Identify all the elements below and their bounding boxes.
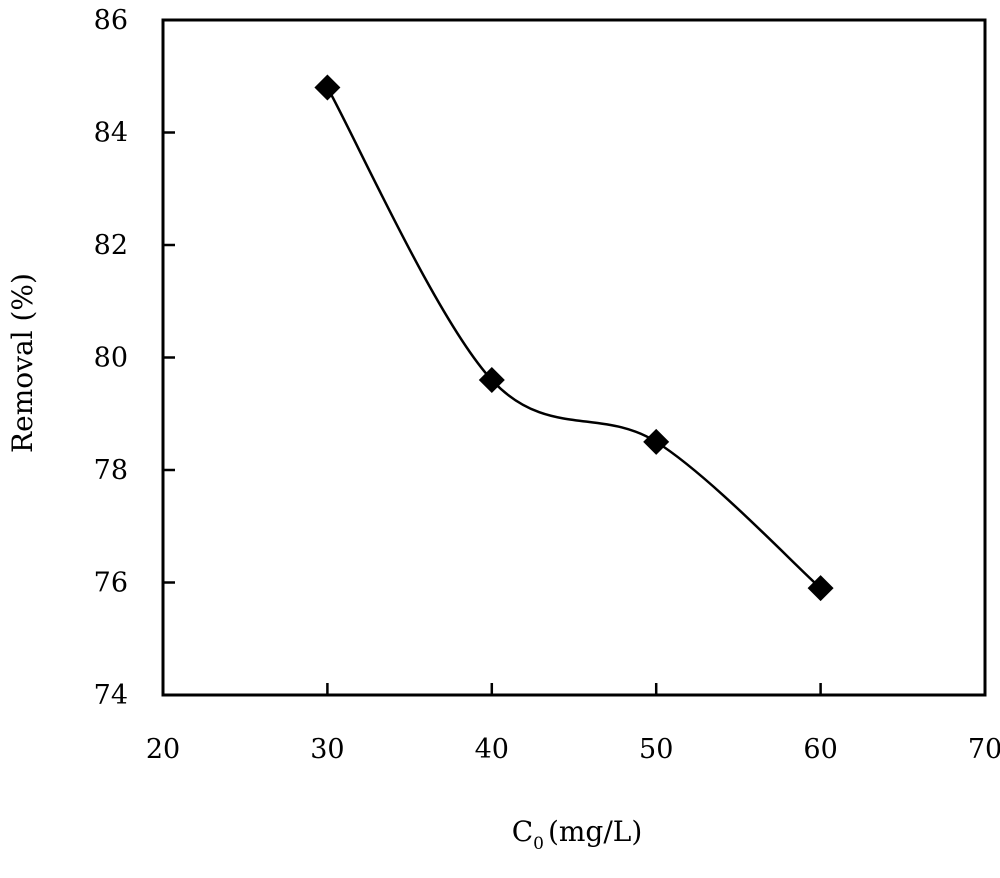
- y-tick-label: 84: [94, 118, 128, 149]
- x-tick-label: 70: [968, 734, 1000, 765]
- data-point-marker: [314, 74, 341, 101]
- y-tick-label: 80: [94, 343, 128, 374]
- data-markers: [314, 74, 834, 602]
- x-tick-label: 50: [639, 734, 673, 765]
- x-axis-title-subscript: 0: [533, 834, 544, 854]
- x-tick-label: 20: [146, 734, 180, 765]
- y-tick-label: 78: [94, 455, 128, 486]
- y-axis-title: Removal (%): [6, 273, 39, 453]
- x-tick-label: 40: [475, 734, 509, 765]
- y-axis-ticks: 74 76 78 80 82 84 86: [94, 5, 175, 711]
- x-tick-label: 30: [310, 734, 344, 765]
- data-point-marker: [807, 575, 834, 602]
- y-tick-label: 82: [94, 230, 128, 261]
- y-tick-label: 86: [94, 5, 128, 36]
- y-tick-label: 76: [94, 568, 128, 599]
- x-axis-ticks: 20 30 40 50 60 70: [146, 683, 1000, 765]
- y-tick-label: 74: [94, 680, 128, 711]
- plot-frame: [161, 18, 987, 697]
- x-tick-label: 60: [803, 734, 837, 765]
- data-point-marker: [478, 367, 505, 393]
- x-axis-title-units: (mg/L): [548, 815, 642, 848]
- series-line: [326, 86, 822, 590]
- x-axis-title-main: C: [512, 815, 533, 848]
- data-point-marker: [643, 428, 670, 455]
- x-axis-title: C0 (mg/L): [512, 815, 643, 854]
